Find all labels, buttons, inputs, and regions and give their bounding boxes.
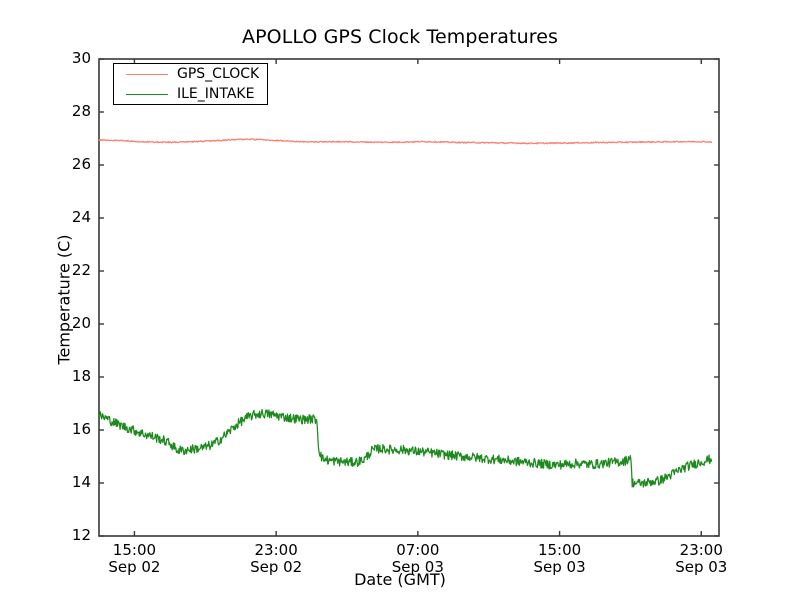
legend-swatch-ile-intake bbox=[126, 94, 168, 95]
y-tick-label: 30 bbox=[71, 49, 91, 67]
y-tick-label: 28 bbox=[71, 102, 91, 120]
x-tick-label: 23:00 Sep 03 bbox=[675, 541, 728, 576]
legend-entry-ile-intake: ILE_INTAKE bbox=[114, 84, 267, 105]
y-tick-label: 24 bbox=[71, 208, 91, 226]
x-tick-label: 23:00 Sep 02 bbox=[250, 541, 303, 576]
y-tick-label: 18 bbox=[71, 367, 91, 385]
legend-swatch-gps-clock bbox=[126, 74, 168, 75]
chart-legend: GPS_CLOCK ILE_INTAKE bbox=[113, 63, 268, 105]
y-tick-label: 20 bbox=[71, 314, 91, 332]
chart-title: APOLLO GPS Clock Temperatures bbox=[242, 26, 558, 48]
x-axis-label: Date (GMT) bbox=[354, 570, 446, 589]
y-tick-label: 14 bbox=[71, 473, 91, 491]
legend-label-ile-intake: ILE_INTAKE bbox=[177, 86, 255, 102]
legend-entry-gps-clock: GPS_CLOCK bbox=[114, 64, 267, 85]
y-tick-label: 22 bbox=[71, 261, 91, 279]
x-tick-label: 15:00 Sep 02 bbox=[108, 541, 161, 576]
legend-label-gps-clock: GPS_CLOCK bbox=[177, 66, 260, 82]
x-tick-label: 15:00 Sep 03 bbox=[533, 541, 586, 576]
x-tick-label: 07:00 Sep 03 bbox=[391, 541, 444, 576]
y-tick-label: 26 bbox=[71, 155, 91, 173]
y-tick-label: 12 bbox=[71, 526, 91, 544]
y-tick-label: 16 bbox=[71, 420, 91, 438]
